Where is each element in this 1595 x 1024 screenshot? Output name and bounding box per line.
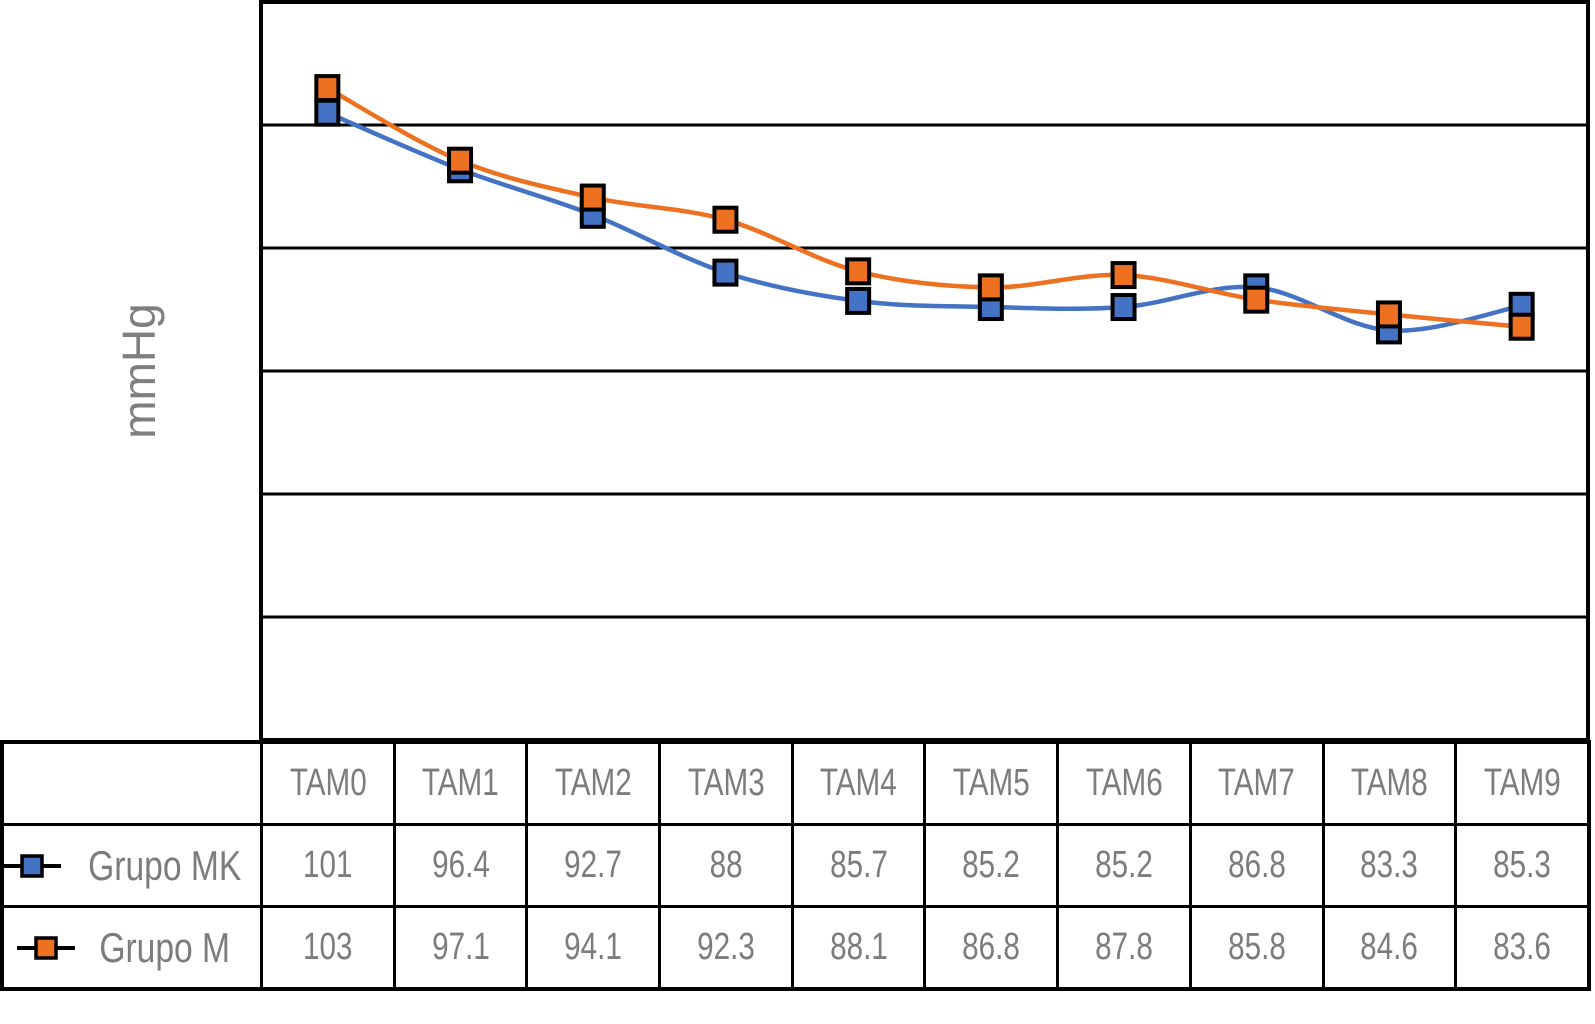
value-cell: 96.4 [395,826,526,905]
value-label: 94.1 [564,926,623,968]
data-point-marker-grupo-m [1110,261,1137,290]
value-cell: 88.1 [793,908,924,987]
value-label: 88.1 [829,926,888,968]
column-header-cell: TAM0 [263,744,393,823]
value-cell: 85.3 [1457,826,1587,905]
value-label: 92.7 [564,844,623,886]
data-point-marker-grupo-m [712,205,739,234]
value-cell: 97.1 [395,908,526,987]
series-line-grupo-m [325,85,1524,329]
data-point-marker-grupo-m [1243,285,1270,314]
value-label: 103 [303,926,353,968]
value-label: 86.8 [962,926,1021,968]
column-header-label: TAM4 [820,762,898,804]
data-point-marker-grupo-mk [1110,293,1137,322]
column-header-cell: TAM3 [661,744,791,823]
column-header-label: TAM0 [289,762,367,804]
value-cell: 85.2 [1059,826,1189,905]
legend-cell-grupo-m: Grupo M [4,908,260,987]
column-header-cell: TAM4 [793,744,924,823]
value-label: 85.3 [1493,844,1551,886]
chart-data-table: TAM0 TAM1 TAM2 TAM3 TAM4 TAM5 TAM6 TAM7 TAM8 TAM9… [0,740,1591,991]
value-label: 96.4 [431,844,490,886]
value-label: 88 [709,844,743,886]
data-point-marker-grupo-mk [845,286,872,315]
series-line-grupo-mk [325,110,1524,333]
column-header-cell: TAM6 [1059,744,1189,823]
value-cell: 94.1 [528,908,659,987]
value-label: 97.1 [431,926,490,968]
value-label: 85.2 [1095,844,1153,886]
value-cell: 88 [661,826,791,905]
column-header-label: TAM5 [952,762,1030,804]
column-header-cell: TAM9 [1457,744,1587,823]
value-cell: 92.3 [661,908,791,987]
value-cell: 92.7 [528,826,659,905]
column-header-label: TAM6 [1085,762,1163,804]
column-header-cell: TAM5 [926,744,1057,823]
legend-corner-cell [4,744,260,823]
value-cell: 83.6 [1457,908,1587,987]
legend-marker-grupo-m [17,935,76,960]
legend-marker-grupo-mk [4,853,62,878]
value-label: 83.3 [1360,844,1419,886]
value-cell: 101 [263,826,393,905]
value-cell: 85.8 [1191,908,1322,987]
column-header-cell: TAM2 [528,744,659,823]
data-point-marker-grupo-m [579,183,606,212]
column-header-cell: TAM7 [1191,744,1322,823]
value-label: 85.2 [962,844,1021,886]
value-label: 86.8 [1227,844,1286,886]
series-name-label: Grupo MK [88,841,242,889]
column-header-cell: TAM1 [395,744,526,823]
column-header-label: TAM7 [1218,762,1296,804]
data-point-marker-grupo-m [447,146,474,175]
column-header-label: TAM1 [422,762,499,804]
column-header-label: TAM2 [554,762,632,804]
value-label: 85.7 [829,844,888,886]
value-label: 87.8 [1095,926,1153,968]
legend-cell-grupo-mk: Grupo MK [4,826,260,905]
value-label: 92.3 [697,926,755,968]
value-cell: 83.3 [1324,826,1455,905]
data-point-marker-grupo-m [314,74,341,103]
value-label: 83.6 [1493,926,1551,968]
data-point-marker-grupo-m [977,273,1004,302]
value-cell: 86.8 [1191,826,1322,905]
value-cell: 103 [263,908,393,987]
value-cell: 86.8 [926,908,1057,987]
value-label: 85.8 [1227,926,1286,968]
column-header-label: TAM8 [1351,762,1428,804]
column-header-label: TAM9 [1483,762,1561,804]
value-label: 84.6 [1360,926,1419,968]
data-point-marker-grupo-mk [314,98,341,127]
value-cell: 87.8 [1059,908,1189,987]
value-cell: 84.6 [1324,908,1455,987]
data-point-marker-grupo-m [845,257,872,286]
column-header-cell: TAM8 [1324,744,1455,823]
data-point-marker-grupo-m [1375,300,1402,329]
data-point-marker-grupo-m [1508,312,1535,341]
value-label: 101 [303,844,353,886]
data-point-marker-grupo-mk [712,258,739,287]
column-header-label: TAM3 [687,762,765,804]
value-cell: 85.7 [793,826,924,905]
series-name-label: Grupo M [99,923,231,971]
value-cell: 85.2 [926,826,1057,905]
